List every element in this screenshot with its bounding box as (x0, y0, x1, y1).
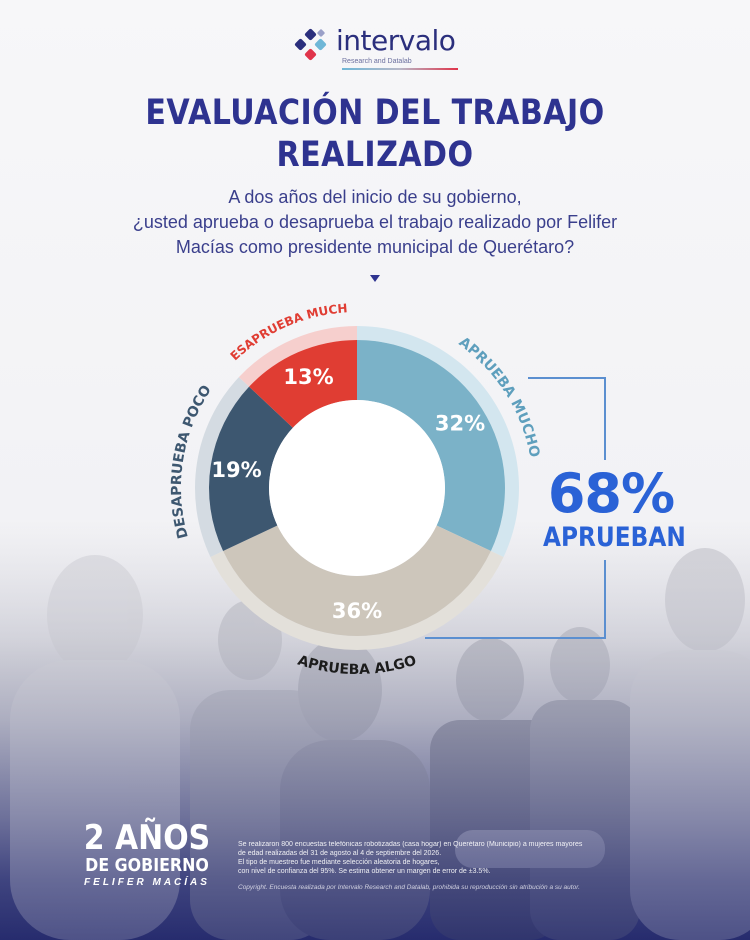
value-label-desaprueba-mucho: 13% (283, 365, 333, 389)
slice-aprueba-mucho (357, 340, 505, 552)
approval-total: 68% APRUEBAN (532, 465, 690, 553)
chart-slices (209, 340, 505, 636)
value-label-aprueba-algo: 36% (332, 599, 382, 623)
ring-aprueba-algo (210, 551, 504, 650)
value-labels: 32% 36% 19% 13% (211, 365, 485, 623)
approval-total-value: 68% (547, 462, 675, 525)
value-label-aprueba-mucho: 32% (435, 412, 485, 436)
brand-subtitle: Research and Datalab (342, 58, 412, 65)
brand-underline (342, 68, 458, 70)
question-line-1: A dos años del inicio de su gobierno, (228, 187, 522, 207)
methodology-line-3: El tipo de muestreo fue mediante selecci… (238, 859, 440, 866)
logo-icon (294, 28, 327, 61)
ring-aprueba-mucho (357, 326, 519, 557)
methodology-note: Se realizaron 800 encuestas telefónicas … (238, 840, 708, 876)
slice-desaprueba-poco (209, 386, 293, 552)
question-line-3: Macías como presidente municipal de Quer… (175, 237, 575, 257)
survey-question: A dos años del inicio de su gobierno, ¿u… (90, 185, 660, 260)
value-label-desaprueba-poco: 19% (211, 458, 261, 482)
anniversary-badge: 2 AÑOS DE GOBIERNO FELIFER MACÍAS (72, 820, 222, 890)
methodology-line-4: con nivel de confianza del 95%. Se estim… (238, 868, 491, 875)
brand-name: intervalo (336, 24, 456, 57)
ring-desaprueba-mucho (238, 326, 357, 387)
page-title: EVALUACIÓN DEL TRABAJO REALIZADO (53, 92, 698, 176)
badge-years: 2 AÑOS (83, 818, 211, 858)
outer-ring (195, 326, 519, 650)
brand-logo: intervalo Research and Datalab (292, 24, 462, 70)
category-label-aprueba-algo: APRUEBA ALGO (296, 653, 419, 678)
approval-bracket (425, 377, 606, 639)
title-line-2: REALIZADO (276, 135, 474, 175)
donut-hole (269, 400, 445, 576)
ring-desaprueba-poco (195, 377, 250, 557)
question-line-2: ¿usted aprueba o desaprueba el trabajo r… (132, 212, 618, 232)
badge-name: FELIFER MACÍAS (84, 877, 210, 888)
slice-aprueba-algo (223, 525, 491, 636)
approval-total-label: APRUEBAN (543, 522, 686, 553)
methodology-line-2: de edad realizadas del 31 de agosto al 4… (238, 850, 442, 857)
title-line-1: EVALUACIÓN DEL TRABAJO (145, 93, 605, 133)
down-arrow-icon (370, 275, 380, 282)
copyright-note: Copyright. Encuesta realizada por Interv… (238, 884, 580, 891)
badge-government: DE GOBIERNO (85, 855, 209, 876)
methodology-line-1: Se realizaron 800 encuestas telefónicas … (238, 841, 583, 848)
slice-desaprueba-mucho (249, 340, 357, 428)
category-label-desaprueba-mucho: DESAPRUEBA MUCHO (0, 0, 348, 363)
